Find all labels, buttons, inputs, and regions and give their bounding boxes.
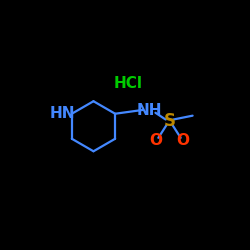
Text: O: O <box>150 133 162 148</box>
Text: O: O <box>176 133 190 148</box>
Text: HCl: HCl <box>114 76 142 92</box>
Text: HN: HN <box>50 106 75 121</box>
Text: S: S <box>164 112 175 130</box>
Text: NH: NH <box>136 103 162 118</box>
